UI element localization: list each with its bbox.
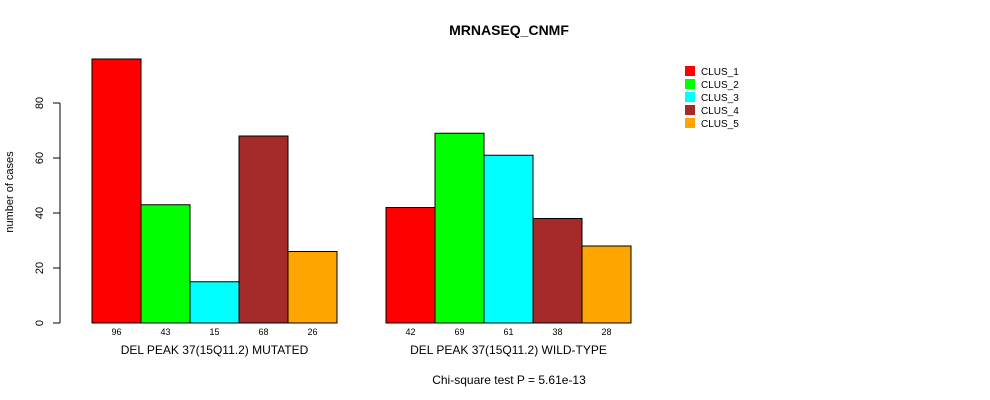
- y-axis: 0 20 40 60 80: [34, 97, 61, 326]
- legend-swatch: [685, 66, 695, 76]
- y-axis-label: number of cases: [4, 151, 16, 233]
- legend-swatch: [685, 105, 695, 115]
- legend-swatch: [685, 92, 695, 102]
- y-tick-label: 40: [34, 207, 46, 219]
- bar-clus-5-group-2: [581, 245, 632, 324]
- legend-label: CLUS_1: [701, 67, 739, 78]
- group-label-1: DEL PEAK 37(15Q11.2) MUTATED: [121, 343, 309, 357]
- bar-count-label: 68: [258, 327, 268, 337]
- bar-clus-1-group-1: [91, 58, 142, 324]
- bar-clus-2-group-1: [140, 204, 191, 324]
- y-tick-label: 60: [34, 152, 46, 164]
- chi-square-footnote: Chi-square test P = 5.61e-13: [432, 373, 586, 387]
- bar-clus-3-group-2: [483, 154, 534, 324]
- legend-swatch: [685, 118, 695, 128]
- bar-count-label: 43: [160, 327, 170, 337]
- bar-count-label: 28: [601, 327, 611, 337]
- legend-label: CLUS_4: [701, 106, 739, 117]
- legend-label: CLUS_5: [701, 119, 739, 130]
- legend: CLUS_1 CLUS_2 CLUS_3 CLUS_4 CLUS_5: [685, 66, 739, 130]
- bar-clus-3-group-1: [189, 281, 240, 324]
- count-labels: 96 43 15 68 26 42 69 61 38 28: [111, 327, 611, 337]
- legend-swatch: [685, 79, 695, 89]
- bar-clus-2-group-2: [434, 132, 485, 324]
- y-tick-label: 20: [34, 262, 46, 274]
- bars: [91, 58, 632, 324]
- bar-clus-4-group-1: [238, 135, 289, 324]
- bar-clus-5-group-1: [287, 251, 338, 324]
- group-label-2: DEL PEAK 37(15Q11.2) WILD-TYPE: [410, 343, 607, 357]
- bar-count-label: 96: [111, 327, 121, 337]
- legend-label: CLUS_2: [701, 80, 739, 91]
- chart-title: MRNASEQ_CNMF: [449, 22, 569, 38]
- y-tick-label: 80: [34, 97, 46, 109]
- y-tick-label: 0: [34, 320, 46, 326]
- bar-clus-1-group-2: [385, 207, 436, 324]
- bar-count-label: 69: [454, 327, 464, 337]
- bar-count-label: 61: [503, 327, 513, 337]
- bar-clus-4-group-2: [532, 218, 583, 324]
- bar-count-label: 42: [405, 327, 415, 337]
- bar-count-label: 38: [552, 327, 562, 337]
- bar-count-label: 15: [209, 327, 219, 337]
- bar-count-label: 26: [307, 327, 317, 337]
- group-labels: DEL PEAK 37(15Q11.2) MUTATED DEL PEAK 37(…: [121, 343, 607, 357]
- legend-label: CLUS_3: [701, 93, 739, 104]
